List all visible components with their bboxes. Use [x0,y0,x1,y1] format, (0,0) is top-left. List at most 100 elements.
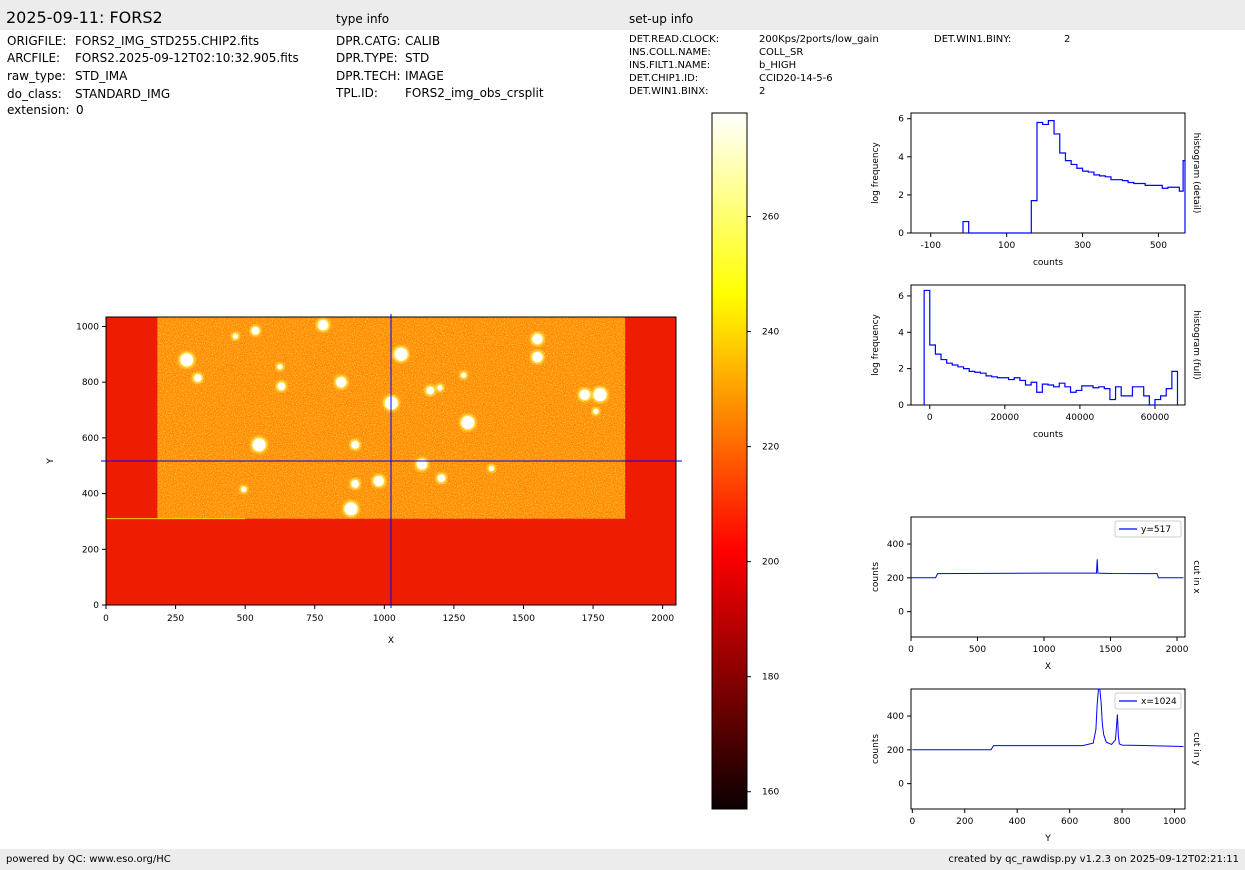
det-chip1-id-key: DET.CHIP1.ID: [629,73,699,84]
ins-coll-name-key: INS.COLL.NAME: [629,47,711,58]
star [194,374,202,382]
x-tick-label: 400 [1009,817,1026,827]
star [426,386,435,395]
image-frame [105,316,677,606]
star [488,466,494,472]
y-axis-label: counts [871,562,881,592]
series-line [910,559,1184,579]
x-tick-label: 0 [103,614,109,624]
legend-label: x=1024 [1141,697,1177,707]
x-tick-label: 500 [1150,241,1167,251]
det-win1-binx-value: 2 [759,86,766,97]
extension-key: extension: [7,103,70,117]
x-tick-label: 1000 [1033,645,1056,655]
y-tick-label: 1000 [76,322,99,332]
y-tick-label: 400 [887,712,904,722]
do-class-key: do_class: [7,87,62,101]
arcfile-value: FORS2.2025-09-12T02:10:32.905.fits [75,51,299,65]
star [180,353,194,367]
x-axis-label: counts [1033,430,1063,440]
det-read-clock-key: DET.READ.CLOCK: [629,34,720,45]
histogram-full: 0 20000 40000 60000 0 2 4 6 counts log frequency h… [871,284,1201,440]
side-label: cut in x [1191,560,1201,594]
arcfile-key: ARCFILE: [7,51,61,65]
origfile-key: ORIGFILE: [7,34,67,48]
x-tick-label: 40000 [1066,413,1095,423]
colorbar-gradient [711,112,748,810]
y-tick-label: 800 [82,378,99,388]
tpl-id-key: TPL.ID: [336,86,378,100]
x-tick-label: 1750 [582,614,605,624]
star [373,475,384,487]
y-axis-label: counts [871,734,881,764]
star [251,326,260,335]
star [579,389,590,400]
y-tick-label: 2 [898,191,904,201]
star [461,416,475,429]
plot-frame [910,112,1186,234]
star [593,388,607,402]
y-tick-label: 400 [887,540,904,550]
colorbar-tick-label: 180 [762,673,779,683]
colorbar: 160 180 200 220 240 260 [711,112,779,810]
x-tick-label: 250 [167,614,184,624]
y-axis-label: Y [46,458,56,465]
dpr-tech-key: DPR.TECH: [336,69,401,83]
y-tick-label: 600 [82,434,99,444]
dpr-type-value: STD [405,51,430,65]
y-tick-label: 200 [887,746,904,756]
det-win1-biny-value: 2 [1064,34,1071,45]
x-tick-label: 60000 [1141,413,1170,423]
x-tick-label: 1000 [373,614,396,624]
star [344,502,358,516]
det-win1-biny-key: DET.WIN1.BINY: [934,34,1012,45]
dpr-type-key: DPR.TYPE: [336,51,398,65]
x-tick-label: 1000 [1163,817,1186,827]
x-tick-label: 500 [237,614,254,624]
legend-box [1114,692,1182,710]
star [532,352,543,363]
dpr-catg-key: DPR.CATG: [336,34,401,48]
x-axis-label: X [1045,662,1051,672]
legend-box [1114,520,1182,538]
star [277,364,283,370]
legend-label: y=517 [1141,525,1171,535]
det-win1-binx-key: DET.WIN1.BINX: [629,86,709,97]
do-class-value: STANDARD_IMG [75,87,171,101]
dpr-catg-value: CALIB [405,34,441,48]
ins-filt1-name-key: INS.FILT1.NAME: [629,60,711,71]
x-axis-label: Y [1044,834,1051,844]
y-tick-label: 6 [898,115,904,125]
extension-value: 0 [76,103,84,117]
y-axis-label: log frequency [871,313,881,375]
y-tick-label: 0 [898,608,904,618]
plot-frame [910,284,1186,406]
footer-created-by: created by qc_rawdisp.py v1.2.3 on 2025-… [948,854,1239,865]
y-axis-label: log frequency [871,141,881,203]
y-tick-label: 2 [898,365,904,375]
x-tick-label: 200 [956,817,973,827]
footer-powered-by: powered by QC: www.eso.org/HC [6,854,171,865]
star [252,438,266,452]
x-tick-label: 500 [969,645,986,655]
y-tick-label: 200 [82,545,99,555]
y-tick-label: 0 [898,229,904,239]
x-tick-label: 1500 [1099,645,1122,655]
plot-frame [910,688,1186,810]
y-tick-label: 4 [898,328,904,338]
colorbar-ticks: 160 180 200 220 240 260 [747,213,779,798]
ins-coll-name-value: COLL_SR [759,47,804,58]
histogram-steps [962,120,1186,234]
histogram-steps [923,289,1179,406]
header-bar [0,0,1245,30]
star [437,385,443,391]
x-tick-label: 0 [908,645,914,655]
type-info-title: type info [336,12,390,26]
footer-bar [0,849,1245,870]
star [394,347,408,361]
series-line [912,688,1184,751]
star [336,377,347,388]
